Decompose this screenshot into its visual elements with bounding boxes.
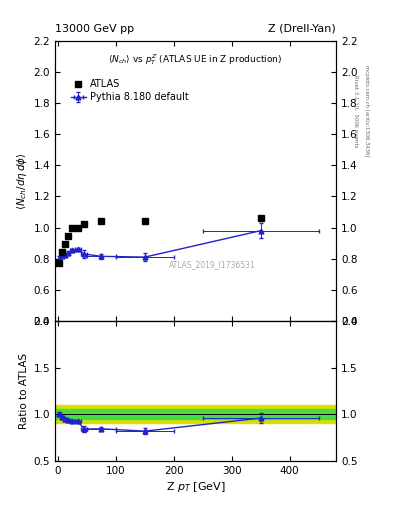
- ATLAS: [63, 241, 68, 247]
- Line: ATLAS: ATLAS: [56, 215, 264, 266]
- Text: $\langle N_{ch}\rangle$ vs $p_T^Z$ (ATLAS UE in Z production): $\langle N_{ch}\rangle$ vs $p_T^Z$ (ATLA…: [108, 52, 283, 67]
- Bar: [55, 405, 336, 423]
- Y-axis label: Ratio to ATLAS: Ratio to ATLAS: [19, 353, 29, 429]
- ATLAS: [258, 215, 263, 221]
- Text: Rivet 3.1.10,  500k events: Rivet 3.1.10, 500k events: [353, 75, 358, 147]
- ATLAS: [82, 221, 86, 227]
- ATLAS: [70, 225, 75, 231]
- ATLAS: [143, 218, 147, 224]
- X-axis label: Z $p_T$ [GeV]: Z $p_T$ [GeV]: [166, 480, 225, 494]
- ATLAS: [66, 233, 70, 239]
- ATLAS: [99, 218, 104, 224]
- ATLAS: [57, 260, 62, 266]
- Text: 13000 GeV pp: 13000 GeV pp: [55, 24, 134, 34]
- Bar: [55, 410, 336, 419]
- Legend: ATLAS, Pythia 8.180 default: ATLAS, Pythia 8.180 default: [71, 79, 188, 102]
- Y-axis label: $\langle N_{ch}/d\eta\,d\phi\rangle$: $\langle N_{ch}/d\eta\,d\phi\rangle$: [15, 152, 29, 210]
- ATLAS: [60, 249, 64, 255]
- Text: mcplots.cern.ch [arXiv:1306.3436]: mcplots.cern.ch [arXiv:1306.3436]: [364, 65, 369, 157]
- ATLAS: [76, 224, 81, 230]
- Text: Z (Drell-Yan): Z (Drell-Yan): [268, 24, 336, 34]
- Text: ATLAS_2019_I1736531: ATLAS_2019_I1736531: [169, 261, 256, 269]
